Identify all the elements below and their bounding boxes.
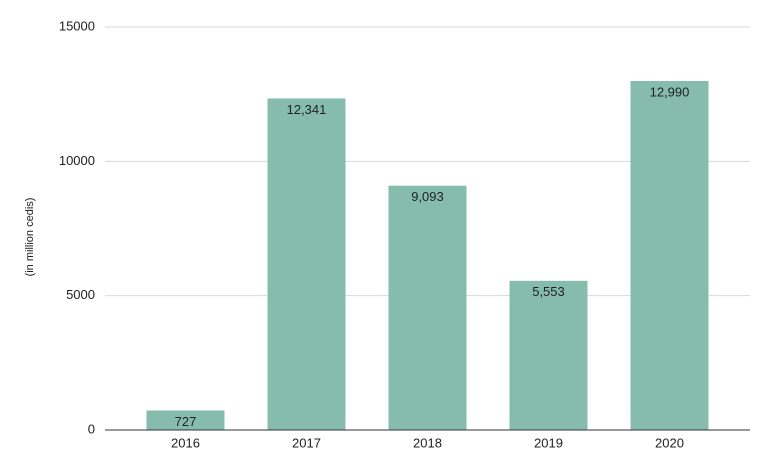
x-tick-label: 2018 xyxy=(413,435,442,450)
bar xyxy=(146,410,225,430)
y-tick-label: 10000 xyxy=(59,153,95,168)
y-tick-label: 0 xyxy=(88,421,95,436)
x-tick-label: 2019 xyxy=(534,435,563,450)
bar xyxy=(509,280,588,430)
y-tick-label: 15000 xyxy=(59,18,95,33)
x-tick-label: 2020 xyxy=(655,435,684,450)
bar xyxy=(388,185,467,430)
value-label: 12,341 xyxy=(287,102,327,117)
x-tick-label: 2017 xyxy=(292,435,321,450)
x-tick-label: 2016 xyxy=(171,435,200,450)
bar xyxy=(267,98,346,430)
value-label: 727 xyxy=(175,414,197,429)
bar xyxy=(630,81,709,430)
y-tick-label: 5000 xyxy=(66,287,95,302)
value-label: 9,093 xyxy=(411,189,444,204)
value-label: 12,990 xyxy=(650,84,690,99)
y-axis-label: (in million cedis) xyxy=(24,198,36,277)
value-label: 5,553 xyxy=(532,284,565,299)
